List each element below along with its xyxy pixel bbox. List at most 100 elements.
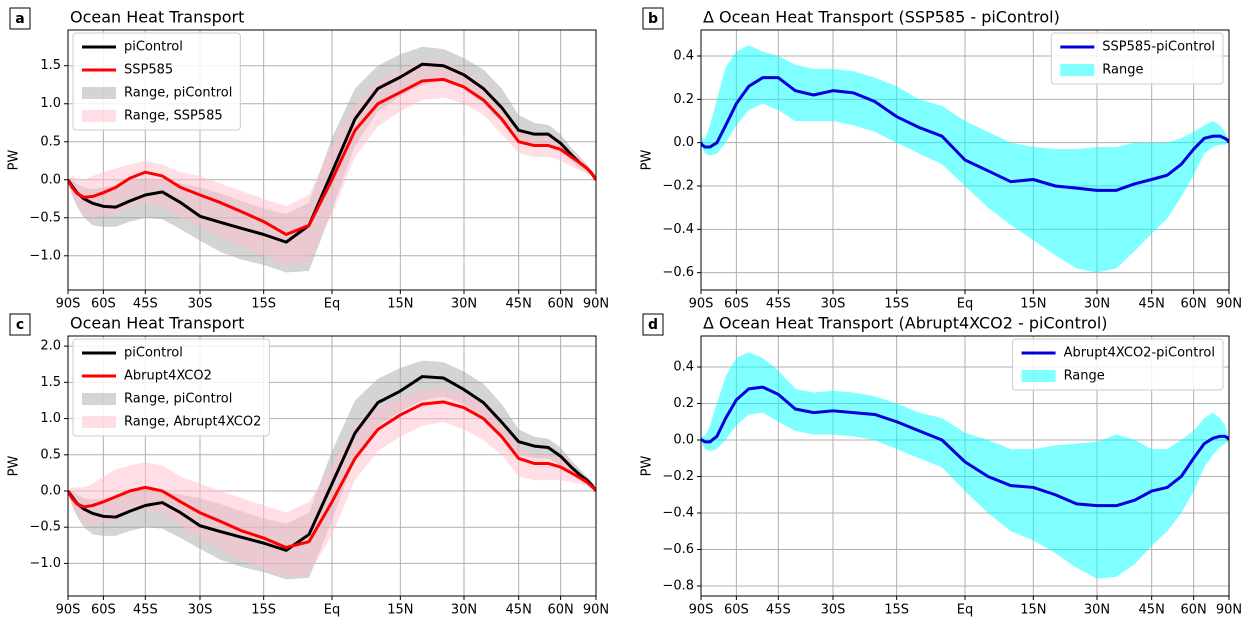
x-tick-label: Eq	[957, 297, 973, 312]
line	[68, 62, 596, 244]
legend-swatch	[82, 87, 116, 99]
legend-swatch	[1021, 370, 1056, 382]
chart-title: Ocean Heat Transport	[70, 314, 244, 333]
legend-box	[72, 32, 241, 131]
y-tick-label: −1.0	[29, 248, 61, 263]
legend-label: Range	[1064, 369, 1105, 384]
x-tick-label: 15N	[1020, 603, 1046, 618]
x-tick-label: 45S	[133, 297, 158, 312]
plot-area	[701, 352, 1229, 579]
legend-label: Abrupt4XCO2-piControl	[1064, 346, 1215, 361]
x-tick-label: 45S	[766, 603, 791, 618]
y-tick-label: −0.8	[662, 578, 694, 593]
y-axis-label: PW	[640, 150, 655, 171]
y-tick-label: −0.5	[29, 520, 61, 535]
x-tick-label: 60S	[91, 603, 116, 618]
y-tick-label: −0.4	[662, 222, 694, 237]
y-tick-label: 0.0	[40, 172, 61, 187]
y-tick-label: 1.0	[40, 96, 61, 111]
x-tick-label: 90N	[1216, 297, 1242, 312]
y-tick-label: 0.0	[40, 483, 61, 498]
x-tick-label: 30S	[188, 603, 213, 618]
panel-label-box	[642, 7, 664, 30]
y-tick-label: 2.0	[40, 339, 61, 354]
y-tick-label: 0.0	[673, 433, 694, 448]
legend: SSP585-piControl Range	[1050, 32, 1224, 85]
panel: 90S 60S 45S 30S 15S Eq 15N 30N 45N 60N 90N −1.0 −0.5…	[7, 313, 609, 618]
y-tick-label: 0.0	[673, 135, 694, 150]
x-tick-label: 15S	[884, 603, 909, 618]
legend-label: Abrupt4XCO2	[124, 369, 212, 384]
axes-frame	[67, 29, 597, 291]
axes-frame	[700, 29, 1230, 291]
x-tick-label: Eq	[324, 603, 340, 618]
x-tick-label: 30N	[1084, 297, 1110, 312]
legend: Abrupt4XCO2-piControl Range	[1012, 338, 1224, 391]
x-tick-label: 15N	[1020, 297, 1046, 312]
legend-label: Range, SSP585	[124, 109, 223, 124]
chart-title: Ocean Heat Transport	[70, 8, 244, 27]
panel-label-box	[642, 313, 664, 336]
line	[68, 375, 596, 552]
plot-area	[68, 46, 596, 273]
legend-swatch	[1060, 64, 1095, 76]
x-tick-label: 45N	[1139, 603, 1165, 618]
panel: 90S 60S 45S 30S 15S Eq 15N 30N 45N 60N 90N −1.0 −0.5…	[7, 7, 609, 312]
legend-label: SSP585-piControl	[1102, 40, 1215, 55]
x-tick-label: 60S	[724, 603, 749, 618]
legend-label: piControl	[124, 346, 183, 361]
x-tick-label: 15N	[387, 297, 413, 312]
x-tick-label: 30S	[821, 297, 846, 312]
legend: piControl Abrupt4XCO2 Range, piControl Rang…	[72, 338, 270, 437]
y-tick-label: 1.5	[40, 58, 61, 73]
x-tick-label: 15S	[251, 603, 276, 618]
chart-title: Δ Ocean Heat Transport (Abrupt4XCO2 - pi…	[703, 314, 1108, 333]
x-tick-label: 90N	[1216, 603, 1242, 618]
plot-area	[68, 360, 596, 580]
x-tick-label: 90N	[583, 297, 609, 312]
y-tick-label: −0.6	[662, 542, 694, 557]
range-band	[701, 352, 1229, 579]
x-tick-label: 30N	[451, 603, 477, 618]
x-tick-label: Eq	[324, 297, 340, 312]
y-axis-label: PW	[640, 456, 655, 477]
legend-swatch	[82, 416, 116, 428]
x-tick-label: 60S	[91, 297, 116, 312]
legend: piControl SSP585 Range, piControl Range, SS…	[72, 32, 241, 131]
x-tick-label: 45N	[506, 603, 532, 618]
x-tick-label: 60N	[1180, 297, 1206, 312]
x-tick-label: 45N	[506, 297, 532, 312]
x-tick-label: 15N	[387, 603, 413, 618]
plot-area	[701, 45, 1229, 273]
legend-label: piControl	[124, 40, 183, 55]
x-tick-label: 60S	[724, 297, 749, 312]
panel-label-box	[9, 7, 31, 30]
x-tick-label: 60N	[547, 603, 573, 618]
axes-frame	[67, 335, 597, 597]
panel: 90S 60S 45S 30S 15S Eq 15N 30N 45N 60N 90N −0.8 −0.6…	[640, 313, 1242, 618]
x-tick-label: 45S	[133, 603, 158, 618]
x-tick-label: 30S	[188, 297, 213, 312]
legend-label: Range	[1102, 63, 1143, 78]
y-tick-label: −0.2	[662, 179, 694, 194]
y-tick-label: 1.0	[40, 411, 61, 426]
y-axis-label: PW	[7, 150, 22, 171]
y-tick-label: −1.0	[29, 556, 61, 571]
y-tick-label: 0.2	[673, 396, 694, 411]
y-tick-label: −0.2	[662, 469, 694, 484]
legend-label: Range, Abrupt4XCO2	[124, 415, 261, 430]
legend-label: SSP585	[124, 63, 173, 78]
legend-box	[1012, 338, 1224, 391]
legend-label: Range, piControl	[124, 392, 232, 407]
panel: 90S 60S 45S 30S 15S Eq 15N 30N 45N 60N 90N −0.6 −0.4…	[640, 7, 1242, 312]
range-band	[68, 61, 596, 265]
x-tick-label: 15S	[884, 297, 909, 312]
legend-box	[72, 338, 270, 437]
x-tick-label: 30N	[451, 297, 477, 312]
y-tick-label: 0.5	[40, 447, 61, 462]
y-tick-label: −0.6	[662, 265, 694, 280]
x-tick-label: 60N	[547, 297, 573, 312]
chart-title: Δ Ocean Heat Transport (SSP585 - piContr…	[703, 8, 1060, 27]
y-tick-label: −0.4	[662, 505, 694, 520]
